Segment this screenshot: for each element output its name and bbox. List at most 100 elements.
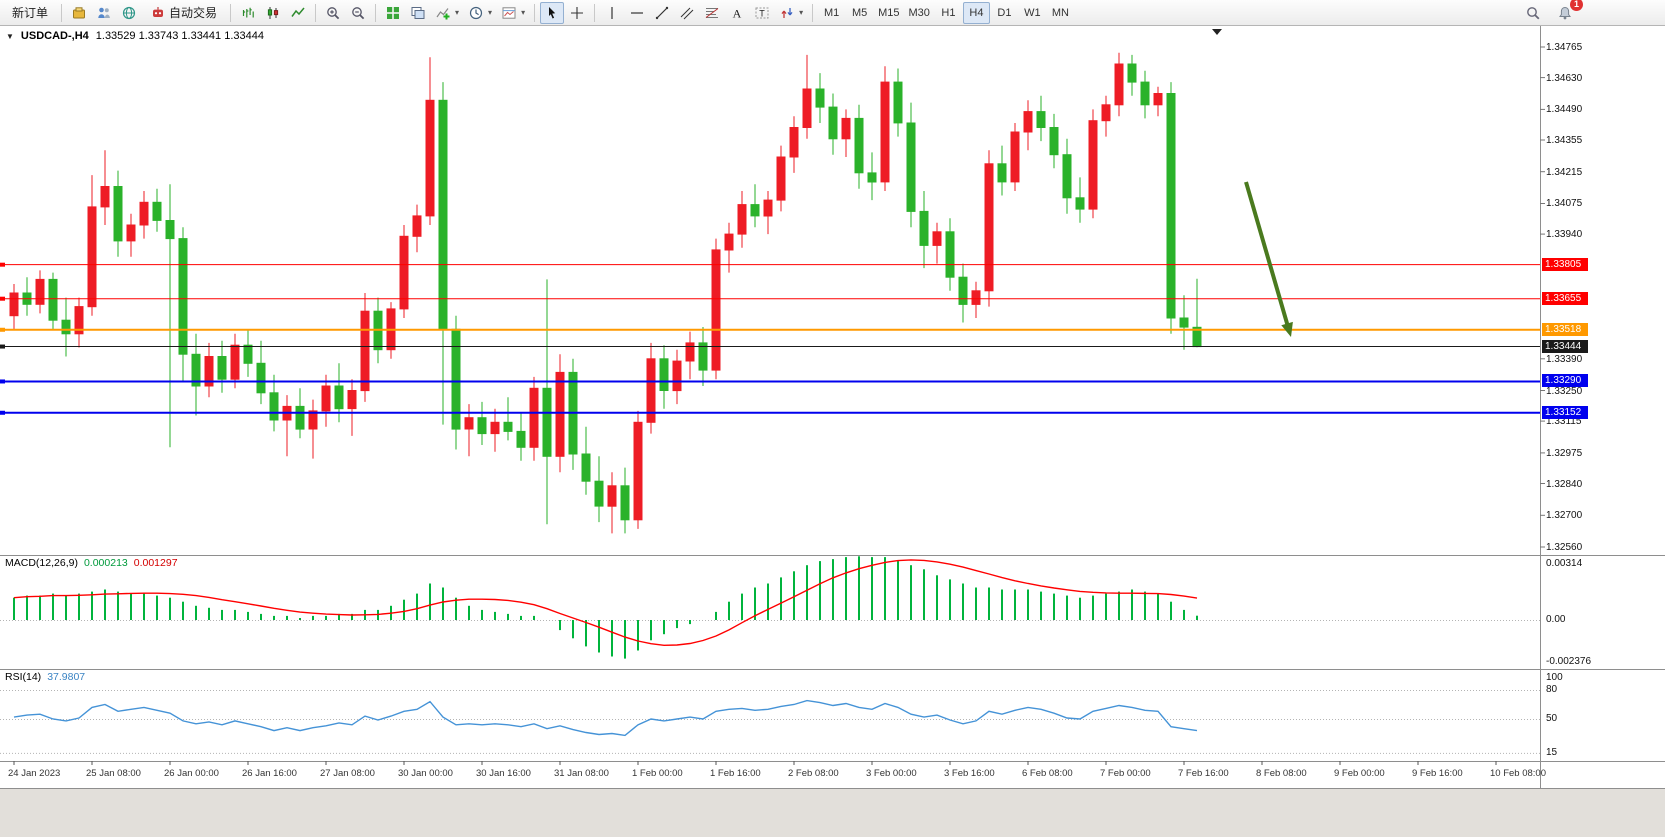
toolbar-separator (315, 3, 317, 22)
periods-clock-icon (469, 6, 483, 19)
bell-icon (1559, 6, 1571, 19)
vertical-line-button[interactable] (600, 2, 624, 24)
zoom-in-button[interactable] (321, 2, 345, 24)
accounts-button[interactable] (92, 2, 116, 24)
timeframe-button-m30[interactable]: M30 (905, 2, 934, 24)
timeframe-button-m15[interactable]: M15 (874, 2, 903, 24)
equidistant-channel-button[interactable] (675, 2, 699, 24)
chevron-down-icon: ▾ (521, 8, 526, 17)
arrow-objects-icon (781, 7, 793, 18)
horizontal-line-icon (631, 11, 644, 14)
fibonacci-button[interactable] (700, 2, 724, 24)
chevron-down-icon: ▾ (799, 8, 804, 17)
magnifier-minus-icon (352, 6, 365, 19)
trendline-button[interactable] (650, 2, 674, 24)
autotrading-button[interactable]: 自动交易 (142, 2, 225, 24)
cursor-icon (549, 6, 556, 18)
notifications-button[interactable]: 1 (1553, 0, 1583, 24)
collapse-triangle-icon[interactable]: ▼ (6, 31, 14, 41)
crosshair-icon (571, 6, 584, 19)
timeframe-button-d1[interactable]: D1 (991, 2, 1018, 24)
timeframe-button-m1[interactable]: M1 (818, 2, 845, 24)
timeframe-label: H4 (969, 6, 984, 19)
timeframe-label: D1 (997, 6, 1012, 19)
toolbar-separator (812, 3, 814, 22)
toolbar-separator (594, 3, 596, 22)
candlestick-icon (267, 6, 279, 19)
vertical-line-icon (611, 6, 613, 19)
chart-title: ▼ USDCAD-,H4 1.33529 1.33743 1.33441 1.3… (6, 30, 264, 42)
svg-text:A: A (733, 6, 742, 20)
periods-button[interactable]: ▾ (464, 2, 496, 24)
cursor-button[interactable] (540, 1, 565, 24)
rsi-value: 37.9807 (47, 671, 86, 683)
timeframe-label: W1 (1024, 6, 1041, 19)
text-label-button[interactable]: T (750, 2, 774, 24)
new-order-button[interactable]: 新订单 (4, 2, 56, 24)
text-a-icon: A (733, 6, 742, 20)
crosshair-button[interactable] (565, 2, 589, 24)
arrow-objects-button[interactable]: ▾ (775, 2, 807, 24)
search-button[interactable] (1521, 2, 1545, 24)
magnifier-plus-icon (327, 6, 340, 19)
toolbar-separator (230, 3, 232, 22)
people-icon (98, 7, 110, 18)
autotrading-robot-icon (153, 6, 164, 17)
fibonacci-icon (705, 7, 719, 18)
autotrading-label: 自动交易 (169, 6, 218, 20)
macd-signal-value: 0.001297 (133, 557, 178, 569)
timeframe-button-h4[interactable]: H4 (962, 1, 990, 24)
line-chart-icon (291, 7, 305, 17)
channel-icon (680, 7, 694, 19)
chevron-down-icon: ▾ (455, 8, 460, 17)
timeframe-label: MN (1051, 6, 1069, 19)
indicators-add-icon (436, 7, 450, 19)
line-chart-button[interactable] (286, 2, 310, 24)
bar-chart-button[interactable] (236, 2, 260, 24)
templates-button[interactable]: ▾ (497, 2, 529, 24)
status-strip (0, 789, 1665, 837)
timeframe-button-w1[interactable]: W1 (1019, 2, 1046, 24)
timeframe-label: M30 (908, 6, 930, 19)
zoom-out-button[interactable] (346, 2, 370, 24)
text-label-icon: T (755, 7, 769, 18)
rsi-indicator-label: RSI(14) 37.9807 (5, 671, 85, 683)
timeframe-label: M5 (851, 6, 868, 19)
tile-windows-button[interactable] (406, 2, 430, 24)
notification-badge: 1 (1570, 0, 1583, 11)
new-order-label: 新订单 (12, 6, 49, 20)
chevron-down-icon: ▾ (488, 8, 493, 17)
rsi-name: RSI(14) (5, 671, 42, 683)
macd-main-value: 0.000213 (83, 557, 128, 569)
annotation-arrow-icon[interactable] (1281, 321, 1293, 337)
svg-text:T: T (759, 8, 765, 18)
timeframe-button-mn[interactable]: MN (1047, 2, 1074, 24)
bar-chart-icon (242, 7, 254, 17)
ohlc-values: 1.33529 1.33743 1.33441 1.33444 (95, 30, 264, 42)
timeframe-label: M1 (823, 6, 840, 19)
tile-grid-icon (387, 6, 400, 19)
templates-icon (502, 6, 516, 19)
main-toolbar: 新订单 自动交易 (0, 0, 1665, 26)
candlestick-chart-button[interactable] (261, 2, 285, 24)
symbol-period-label: USDCAD-,H4 (20, 30, 89, 42)
macd-name: MACD(12,26,9) (5, 557, 78, 569)
text-button[interactable]: A (725, 2, 749, 24)
community-button[interactable] (117, 2, 141, 24)
toolbar-separator (375, 3, 377, 22)
timeframe-button-h1[interactable]: H1 (935, 2, 962, 24)
arrange-windows-button[interactable] (381, 2, 405, 24)
globe-icon (122, 6, 136, 19)
indicators-button[interactable]: ▾ (431, 2, 463, 24)
timeframe-button-m5[interactable]: M5 (846, 2, 873, 24)
search-icon (1527, 6, 1540, 19)
timeframe-label: M15 (878, 6, 900, 19)
horizontal-line-button[interactable] (625, 2, 649, 24)
trendline-icon (655, 6, 669, 19)
macd-indicator-label: MACD(12,26,9) 0.000213 0.001297 (5, 557, 178, 569)
window-tile-icon (411, 6, 425, 19)
market-button[interactable] (67, 2, 91, 24)
toolbar-separator (61, 3, 63, 22)
